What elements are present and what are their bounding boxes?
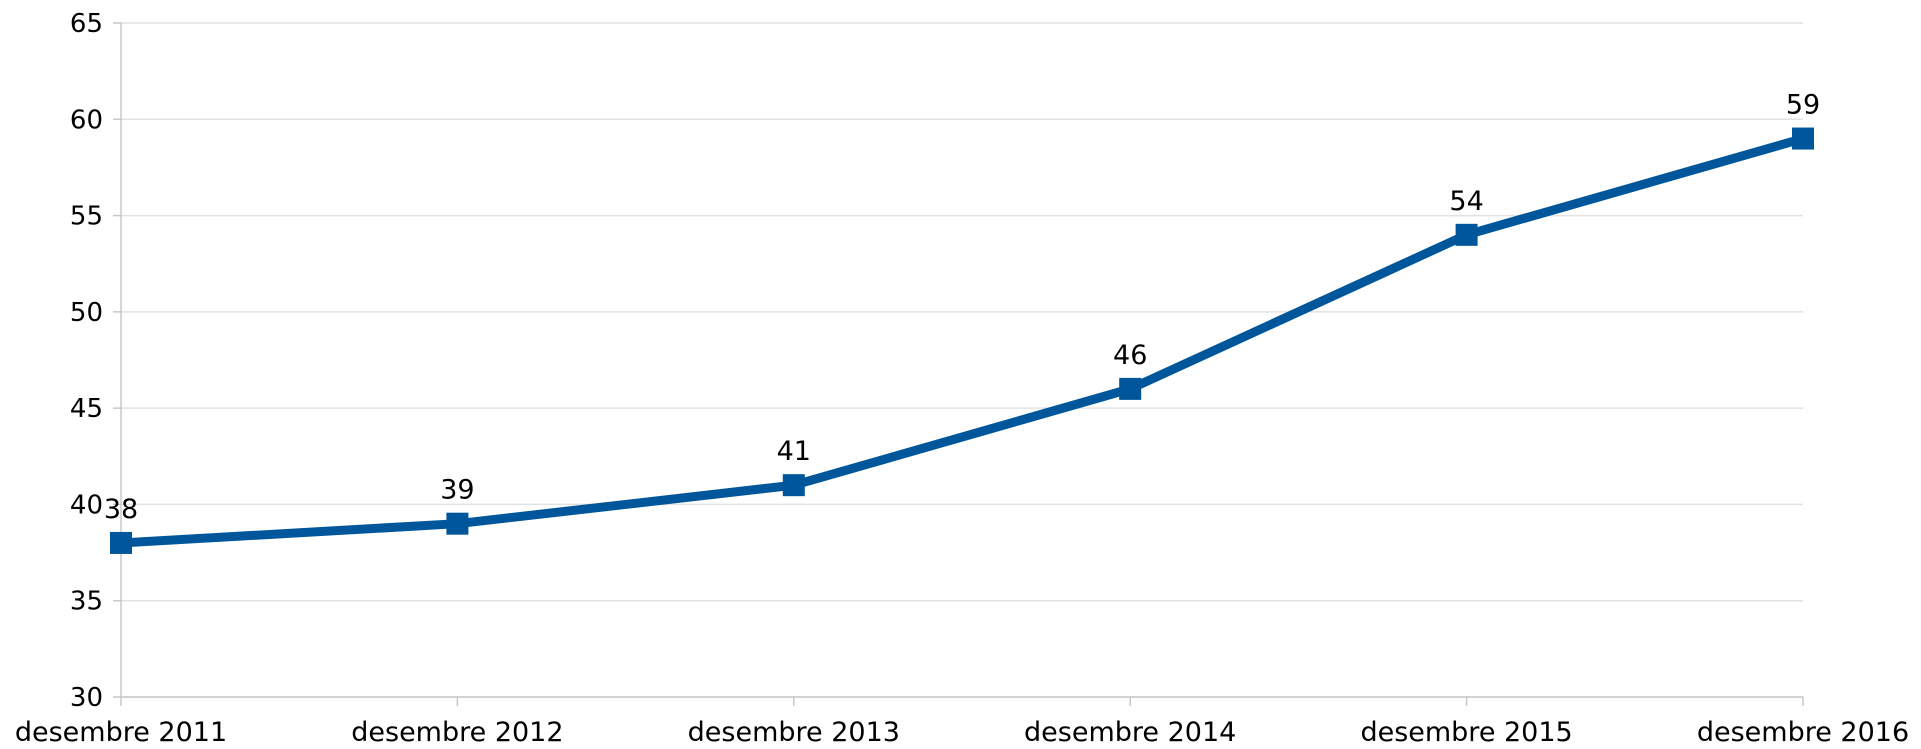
grid bbox=[121, 22, 1803, 698]
y-tick-label: 35 bbox=[70, 587, 103, 617]
y-tick-label: 40 bbox=[70, 490, 103, 520]
axes bbox=[113, 22, 1804, 706]
y-tick-label: 60 bbox=[70, 105, 103, 135]
data-point-marker bbox=[1119, 377, 1142, 400]
data-point-marker bbox=[782, 474, 805, 497]
data-label: 41 bbox=[777, 436, 811, 467]
data-point-marker bbox=[446, 512, 469, 535]
data-label: 46 bbox=[1113, 340, 1147, 371]
data-point-marker bbox=[1455, 223, 1478, 246]
y-tick-label: 65 bbox=[70, 9, 103, 39]
markers bbox=[110, 127, 1814, 554]
data-label: 54 bbox=[1449, 186, 1483, 217]
data-label: 38 bbox=[104, 494, 138, 525]
y-tick-label: 45 bbox=[70, 394, 103, 424]
x-tick-label: desembre 2014 bbox=[1024, 717, 1236, 748]
x-tick-label: desembre 2011 bbox=[15, 717, 227, 748]
series-line bbox=[116, 134, 1808, 548]
x-tick-label: desembre 2012 bbox=[351, 717, 563, 748]
x-tick-label: desembre 2013 bbox=[688, 717, 900, 748]
data-label: 59 bbox=[1786, 90, 1820, 121]
x-tick-label: desembre 2016 bbox=[1697, 717, 1909, 748]
y-tick-label: 55 bbox=[70, 202, 103, 232]
x-tick-labels: desembre 2011 desembre 2012 desembre 2013 d… bbox=[15, 717, 1909, 748]
data-labels: 38 39 41 46 54 59 bbox=[104, 90, 1820, 525]
data-point-marker bbox=[1792, 127, 1814, 150]
y-tick-label: 50 bbox=[70, 298, 103, 328]
y-tick-label: 30 bbox=[70, 683, 103, 713]
data-point-marker bbox=[110, 531, 132, 554]
series-group bbox=[116, 134, 1808, 548]
x-tick-label: desembre 2015 bbox=[1360, 717, 1572, 748]
data-label: 39 bbox=[440, 475, 474, 506]
y-tick-labels: 30 35 40 45 50 55 60 65 bbox=[70, 9, 103, 713]
